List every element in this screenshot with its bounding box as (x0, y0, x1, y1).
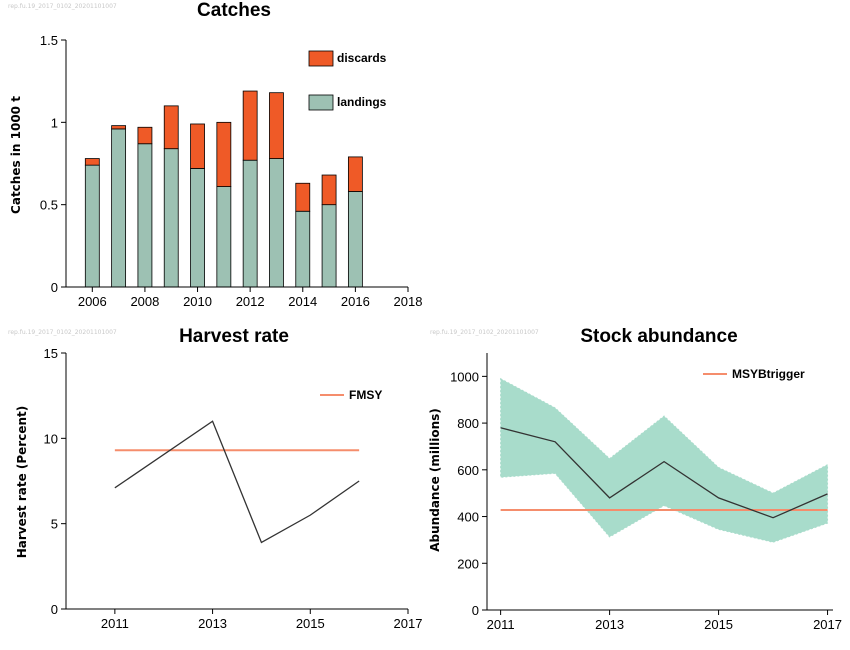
landings-bar-2006 (84, 164, 100, 288)
catches-y-axis-label: Catches in 1000 t (9, 96, 23, 214)
discards-bar-2016 (347, 156, 363, 192)
harvest-y-tick-label: 0 (51, 602, 58, 617)
harvest-title: Harvest rate (179, 326, 289, 347)
discards-bar-2008 (137, 126, 153, 145)
landings-bar-2009 (163, 148, 179, 288)
catches-y-tick-label: 0.5 (40, 198, 58, 213)
catches-x-tick-label: 2014 (288, 294, 317, 309)
catches-x-tick-label: 2008 (130, 294, 159, 309)
abundance-confidence-band (500, 377, 829, 543)
harvest-rate-panel: rep.fu.19_2017_0102_20201101007 Harvest … (8, 326, 422, 631)
landings-bar-2013 (269, 158, 284, 288)
catches-x-tick-label: 2018 (394, 294, 423, 309)
landings-legend-swatch (308, 94, 334, 111)
landings-bar-2014 (295, 210, 311, 288)
landings-bar-2010 (190, 168, 205, 288)
harvest-x-tick-label: 2017 (394, 616, 423, 631)
catches-x-tick-label: 2016 (341, 294, 370, 309)
discards-bar-2014 (295, 182, 311, 212)
catches-x-tick-label: 2006 (78, 294, 107, 309)
msybtrigger-legend-label: MSYBtrigger (732, 367, 805, 381)
abundance-y-tick-label: 1000 (450, 369, 479, 384)
abundance-x-tick-label: 2017 (813, 617, 842, 632)
abundance-y-tick-label: 400 (457, 510, 479, 525)
fmsy-legend-label: FMSY (349, 388, 382, 402)
catches-y-tick-label: 0 (51, 280, 58, 295)
harvest-y-tick-label: 15 (44, 346, 58, 361)
catches-watermark: rep.fu.19_2017_0102_20201101007 (8, 3, 117, 10)
catches-title: Catches (197, 0, 271, 21)
landings-bar-2015 (321, 204, 337, 288)
discards-bar-2011 (216, 121, 232, 187)
abundance-x-tick-label: 2015 (704, 617, 733, 632)
abundance-x-tick-label: 2013 (595, 617, 624, 632)
abundance-y-tick-label: 0 (472, 603, 479, 618)
harvest-x-tick-label: 2013 (198, 616, 227, 631)
discards-bar-2007 (111, 125, 127, 130)
abundance-title: Stock abundance (580, 326, 737, 347)
discards-bar-2010 (190, 123, 205, 169)
landings-bar-2016 (347, 191, 363, 288)
harvest-y-tick-label: 5 (51, 517, 58, 532)
discards-bar-2006 (84, 158, 100, 166)
harvest-x-tick-label: 2015 (296, 616, 325, 631)
harvest-y-axis-label: Harvest rate (Percent) (15, 406, 29, 559)
discards-bar-2015 (321, 174, 337, 206)
landings-bar-2012 (242, 159, 258, 288)
stock-abundance-panel: rep.fu.19_2017_0102_20201101007 Stock ab… (428, 326, 842, 632)
abundance-watermark: rep.fu.19_2017_0102_20201101007 (430, 329, 539, 336)
abundance-y-axis-label: Abundance (millions) (428, 408, 442, 551)
discards-bar-2009 (163, 105, 179, 150)
catches-y-tick-label: 1 (51, 115, 58, 130)
catches-x-tick-label: 2010 (183, 294, 212, 309)
landings-bar-2011 (216, 186, 232, 288)
abundance-y-tick-label: 600 (457, 463, 479, 478)
discards-bar-2013 (269, 92, 284, 159)
abundance-x-tick-label: 2011 (487, 617, 515, 632)
abundance-line (500, 427, 828, 519)
landings-legend-label: landings (337, 95, 387, 109)
landings-bar-2007 (111, 128, 127, 288)
harvest-watermark: rep.fu.19_2017_0102_20201101007 (8, 329, 117, 336)
discards-legend-swatch (308, 50, 334, 67)
discards-bar-2012 (242, 90, 258, 161)
catches-y-tick-label: 1.5 (40, 33, 58, 48)
harvest-y-tick-label: 10 (44, 431, 58, 446)
catches-panel: rep.fu.19_2017_0102_20201101007 Catches … (8, 0, 422, 309)
abundance-y-tick-label: 800 (457, 416, 479, 431)
landings-bar-2008 (137, 143, 153, 288)
harvest-x-tick-label: 2011 (101, 616, 129, 631)
harvest-rate-line (114, 420, 360, 544)
discards-legend-label: discards (337, 51, 387, 65)
catches-x-tick-label: 2012 (236, 294, 265, 309)
abundance-y-tick-label: 200 (457, 556, 479, 571)
